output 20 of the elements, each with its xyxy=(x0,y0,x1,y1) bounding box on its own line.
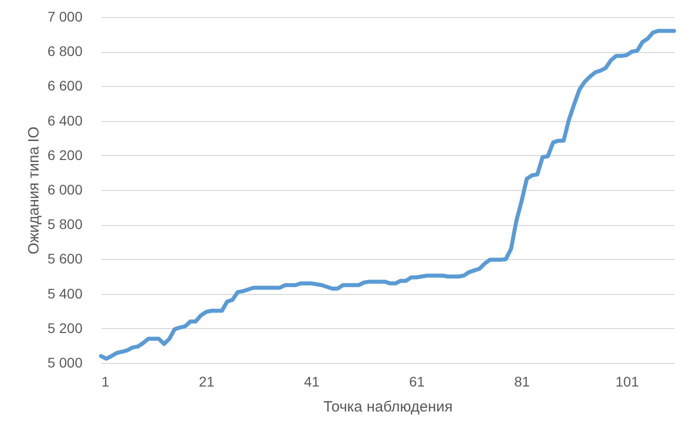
y-tick-label: 5 000 xyxy=(47,354,83,370)
y-tick-label: 5 600 xyxy=(47,250,83,267)
y-tick-label: 5 200 xyxy=(47,320,83,336)
y-tick-label: 6 600 xyxy=(47,78,83,94)
y-tick-label: 6 200 xyxy=(47,146,83,163)
y-tick-label: 5 800 xyxy=(47,216,83,232)
x-tick-label: 21 xyxy=(198,374,215,390)
x-tick-label: 81 xyxy=(514,374,530,390)
x-tick-label: 1 xyxy=(102,374,110,390)
x-tick-label: 41 xyxy=(304,374,320,390)
y-tick-label: 6 800 xyxy=(47,43,83,60)
y-tick-label: 5 400 xyxy=(47,285,83,302)
line-series xyxy=(99,28,676,361)
x-tick-label: 61 xyxy=(409,374,425,390)
y-tick-label: 6 000 xyxy=(47,182,83,198)
x-tick-label: 101 xyxy=(616,374,640,390)
y-tick-label: 7 000 xyxy=(47,8,83,24)
x-axis-title: Точка наблюдения xyxy=(323,398,453,416)
y-tick-label: 6 400 xyxy=(47,112,83,128)
y-axis-title: Ожидания типа IO xyxy=(25,126,42,254)
